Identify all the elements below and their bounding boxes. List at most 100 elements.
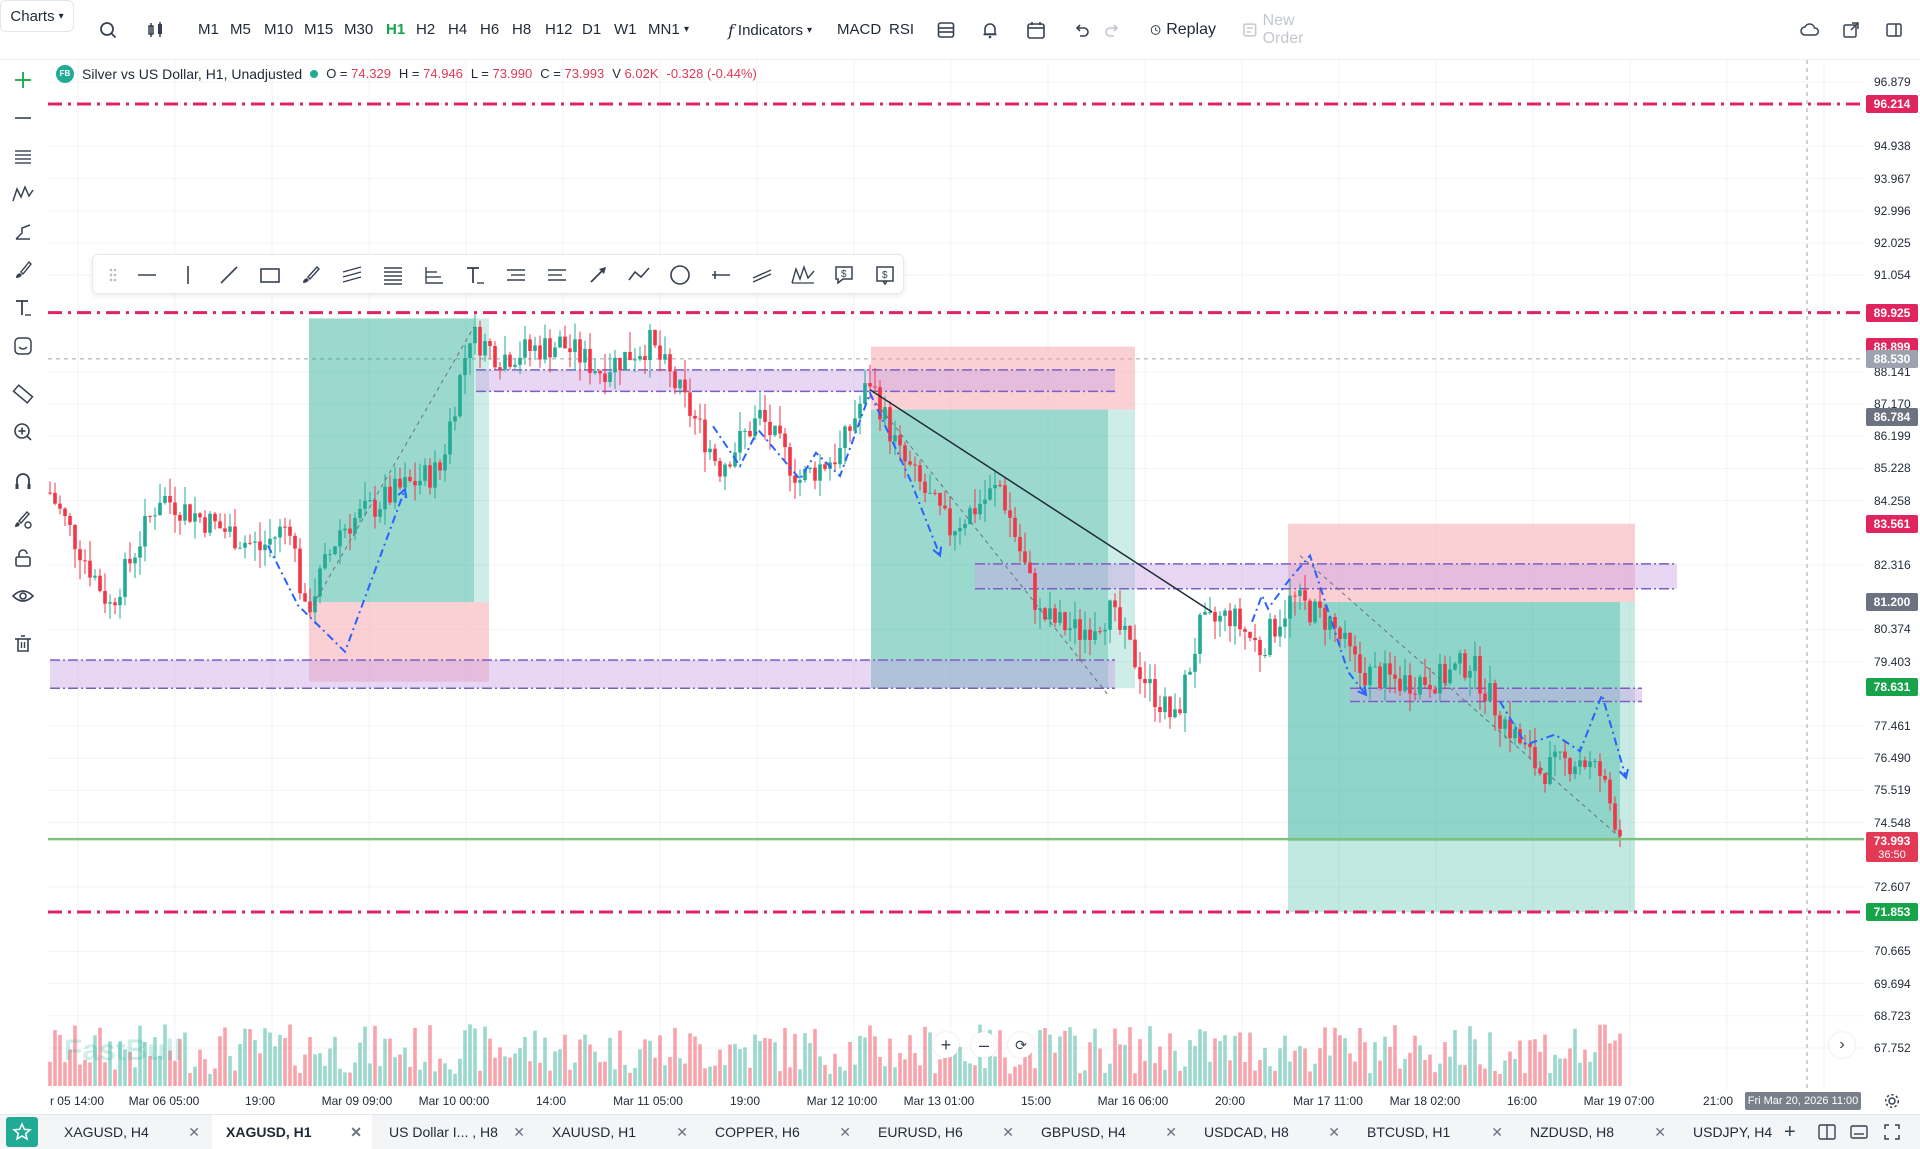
zoom-in-button[interactable]: +: [933, 1032, 959, 1058]
rectangle-tool-icon[interactable]: [256, 261, 284, 289]
compare-symbol-icon[interactable]: [144, 16, 168, 44]
chart-settings-gear-icon[interactable]: [1880, 1090, 1904, 1112]
symbol-title[interactable]: Silver vs US Dollar, H1, Unadjusted: [82, 66, 303, 82]
rsi-button[interactable]: RSI: [889, 21, 915, 38]
symbol-tab[interactable]: USDJPY, H4: [1679, 1115, 1779, 1149]
brush-icon[interactable]: [9, 256, 37, 284]
text-tool-icon[interactable]: [9, 294, 37, 322]
timeframe-m5[interactable]: M5: [230, 21, 251, 38]
macd-button[interactable]: MACD: [837, 21, 882, 38]
circle-tool-icon[interactable]: [666, 261, 694, 289]
timeframe-h2[interactable]: H2: [416, 21, 436, 38]
text-note-tool-icon[interactable]: [461, 261, 489, 289]
layout-icon[interactable]: [934, 16, 958, 44]
magnet-icon[interactable]: [9, 468, 37, 496]
parallel-channel-tool-icon[interactable]: [338, 261, 366, 289]
visibility-eye-icon[interactable]: [9, 582, 37, 610]
close-tab-icon[interactable]: ✕: [513, 1124, 525, 1140]
redo-icon[interactable]: [1100, 16, 1124, 44]
timeframe-h1[interactable]: H1: [386, 21, 406, 38]
favorites-star-icon[interactable]: [6, 1117, 38, 1147]
indicators-button[interactable]: f Indicators ▾: [728, 16, 868, 44]
close-tab-icon[interactable]: ✕: [188, 1124, 200, 1140]
timeframe-w1[interactable]: W1: [614, 21, 637, 38]
close-tab-icon[interactable]: ✕: [350, 1124, 362, 1140]
fullscreen-icon[interactable]: [1884, 1124, 1900, 1145]
symbol-tab[interactable]: XAGUSD, H1 ✕: [212, 1115, 372, 1149]
horizontal-line-tool-icon[interactable]: [133, 261, 161, 289]
symbol-tab[interactable]: NZDUSD, H8 ✕: [1516, 1115, 1676, 1149]
fib-arc-tool-icon[interactable]: [420, 261, 448, 289]
reset-zoom-icon[interactable]: ⟳: [1008, 1032, 1034, 1058]
collapse-panel-icon[interactable]: [1882, 16, 1906, 44]
range-tool-icon[interactable]: [707, 261, 735, 289]
price-label-tool-icon[interactable]: $: [871, 261, 899, 289]
price-chart[interactable]: FastBull: [48, 60, 1864, 1090]
time-axis[interactable]: r 05 14:00 Mar 06 05:00 19:00 Mar 09 09:00 M…: [48, 1090, 1864, 1112]
horizontal-line-icon[interactable]: [9, 104, 37, 132]
timeframe-h6[interactable]: H6: [480, 21, 500, 38]
symbol-tab[interactable]: USDCAD, H8 ✕: [1190, 1115, 1350, 1149]
symbol-tab[interactable]: EURUSD, H6 ✕: [864, 1115, 1024, 1149]
zoom-in-icon[interactable]: [9, 418, 37, 446]
symbol-tab[interactable]: COPPER, H6 ✕: [701, 1115, 861, 1149]
close-tab-icon[interactable]: ✕: [1002, 1124, 1014, 1140]
pattern-tool-icon[interactable]: [9, 180, 37, 208]
brush-tool-icon[interactable]: [297, 261, 325, 289]
timeframe-m30[interactable]: M30: [344, 21, 374, 38]
split-layout-icon[interactable]: [1818, 1124, 1836, 1145]
timeframe-h4[interactable]: H4: [448, 21, 468, 38]
undo-icon[interactable]: [1070, 16, 1094, 44]
trash-icon[interactable]: [9, 630, 37, 658]
arrow-tool-icon[interactable]: [584, 261, 612, 289]
window-mode-icon[interactable]: [1850, 1124, 1868, 1145]
timeframe-m10[interactable]: M10: [264, 21, 294, 38]
fib-retracement-icon[interactable]: [9, 142, 37, 170]
fib-channel-tool-icon[interactable]: [502, 261, 530, 289]
share-icon[interactable]: [1839, 16, 1863, 44]
close-tab-icon[interactable]: ✕: [1491, 1124, 1503, 1140]
trend-line-tool-icon[interactable]: [215, 261, 243, 289]
timeframe-m1[interactable]: M1: [198, 21, 219, 38]
drag-handle-icon[interactable]: [99, 261, 127, 289]
emoji-icon[interactable]: [9, 332, 37, 360]
symbol-tab[interactable]: GBPUSD, H4 ✕: [1027, 1115, 1187, 1149]
pattern-wave-tool-icon[interactable]: [789, 261, 817, 289]
crosshair-icon[interactable]: [9, 66, 37, 94]
drawing-mode-icon[interactable]: [9, 506, 37, 534]
symbol-tab[interactable]: XAUUSD, H1 ✕: [538, 1115, 698, 1149]
path-tool-icon[interactable]: [9, 218, 37, 246]
timeframe-more-chevron-icon[interactable]: ▾: [684, 24, 690, 35]
vertical-line-tool-icon[interactable]: [174, 261, 202, 289]
charts-menu-button[interactable]: Charts ▾: [0, 0, 74, 32]
price-note-tool-icon[interactable]: $: [830, 261, 858, 289]
close-tab-icon[interactable]: ✕: [839, 1124, 851, 1140]
timeframe-mn1[interactable]: MN1: [648, 21, 680, 38]
replay-button[interactable]: Replay: [1150, 16, 1216, 44]
pitchfork-tool-icon[interactable]: [543, 261, 571, 289]
price-scale[interactable]: 96.879 94.938 93.967 92.996 92.025 91.054 88.1…: [1864, 60, 1920, 1090]
calendar-icon[interactable]: [1024, 16, 1048, 44]
close-tab-icon[interactable]: ✕: [1328, 1124, 1340, 1140]
search-icon[interactable]: [96, 16, 120, 44]
add-tab-button[interactable]: +: [1784, 1121, 1796, 1143]
zoom-out-button[interactable]: –: [971, 1032, 997, 1058]
scroll-right-chevron-icon[interactable]: ›: [1829, 1032, 1855, 1058]
lock-icon[interactable]: [9, 544, 37, 572]
ruler-icon[interactable]: [9, 380, 37, 408]
alert-icon[interactable]: [978, 16, 1002, 44]
fib-levels-tool-icon[interactable]: [379, 261, 407, 289]
cloud-sync-icon[interactable]: [1798, 16, 1822, 44]
polyline-tool-icon[interactable]: [625, 261, 653, 289]
close-tab-icon[interactable]: ✕: [1654, 1124, 1666, 1140]
symbol-tab[interactable]: XAGUSD, H4 ✕: [50, 1115, 210, 1149]
parallel-lines-tool-icon[interactable]: [748, 261, 776, 289]
new-order-button[interactable]: New Order: [1242, 12, 1338, 47]
timeframe-m15[interactable]: M15: [304, 21, 334, 38]
symbol-tab[interactable]: US Dollar I... , H8 ✕: [375, 1115, 535, 1149]
close-tab-icon[interactable]: ✕: [1165, 1124, 1177, 1140]
close-tab-icon[interactable]: ✕: [676, 1124, 688, 1140]
timeframe-h8[interactable]: H8: [512, 21, 532, 38]
timeframe-d1[interactable]: D1: [582, 21, 602, 38]
symbol-tab[interactable]: BTCUSD, H1 ✕: [1353, 1115, 1513, 1149]
